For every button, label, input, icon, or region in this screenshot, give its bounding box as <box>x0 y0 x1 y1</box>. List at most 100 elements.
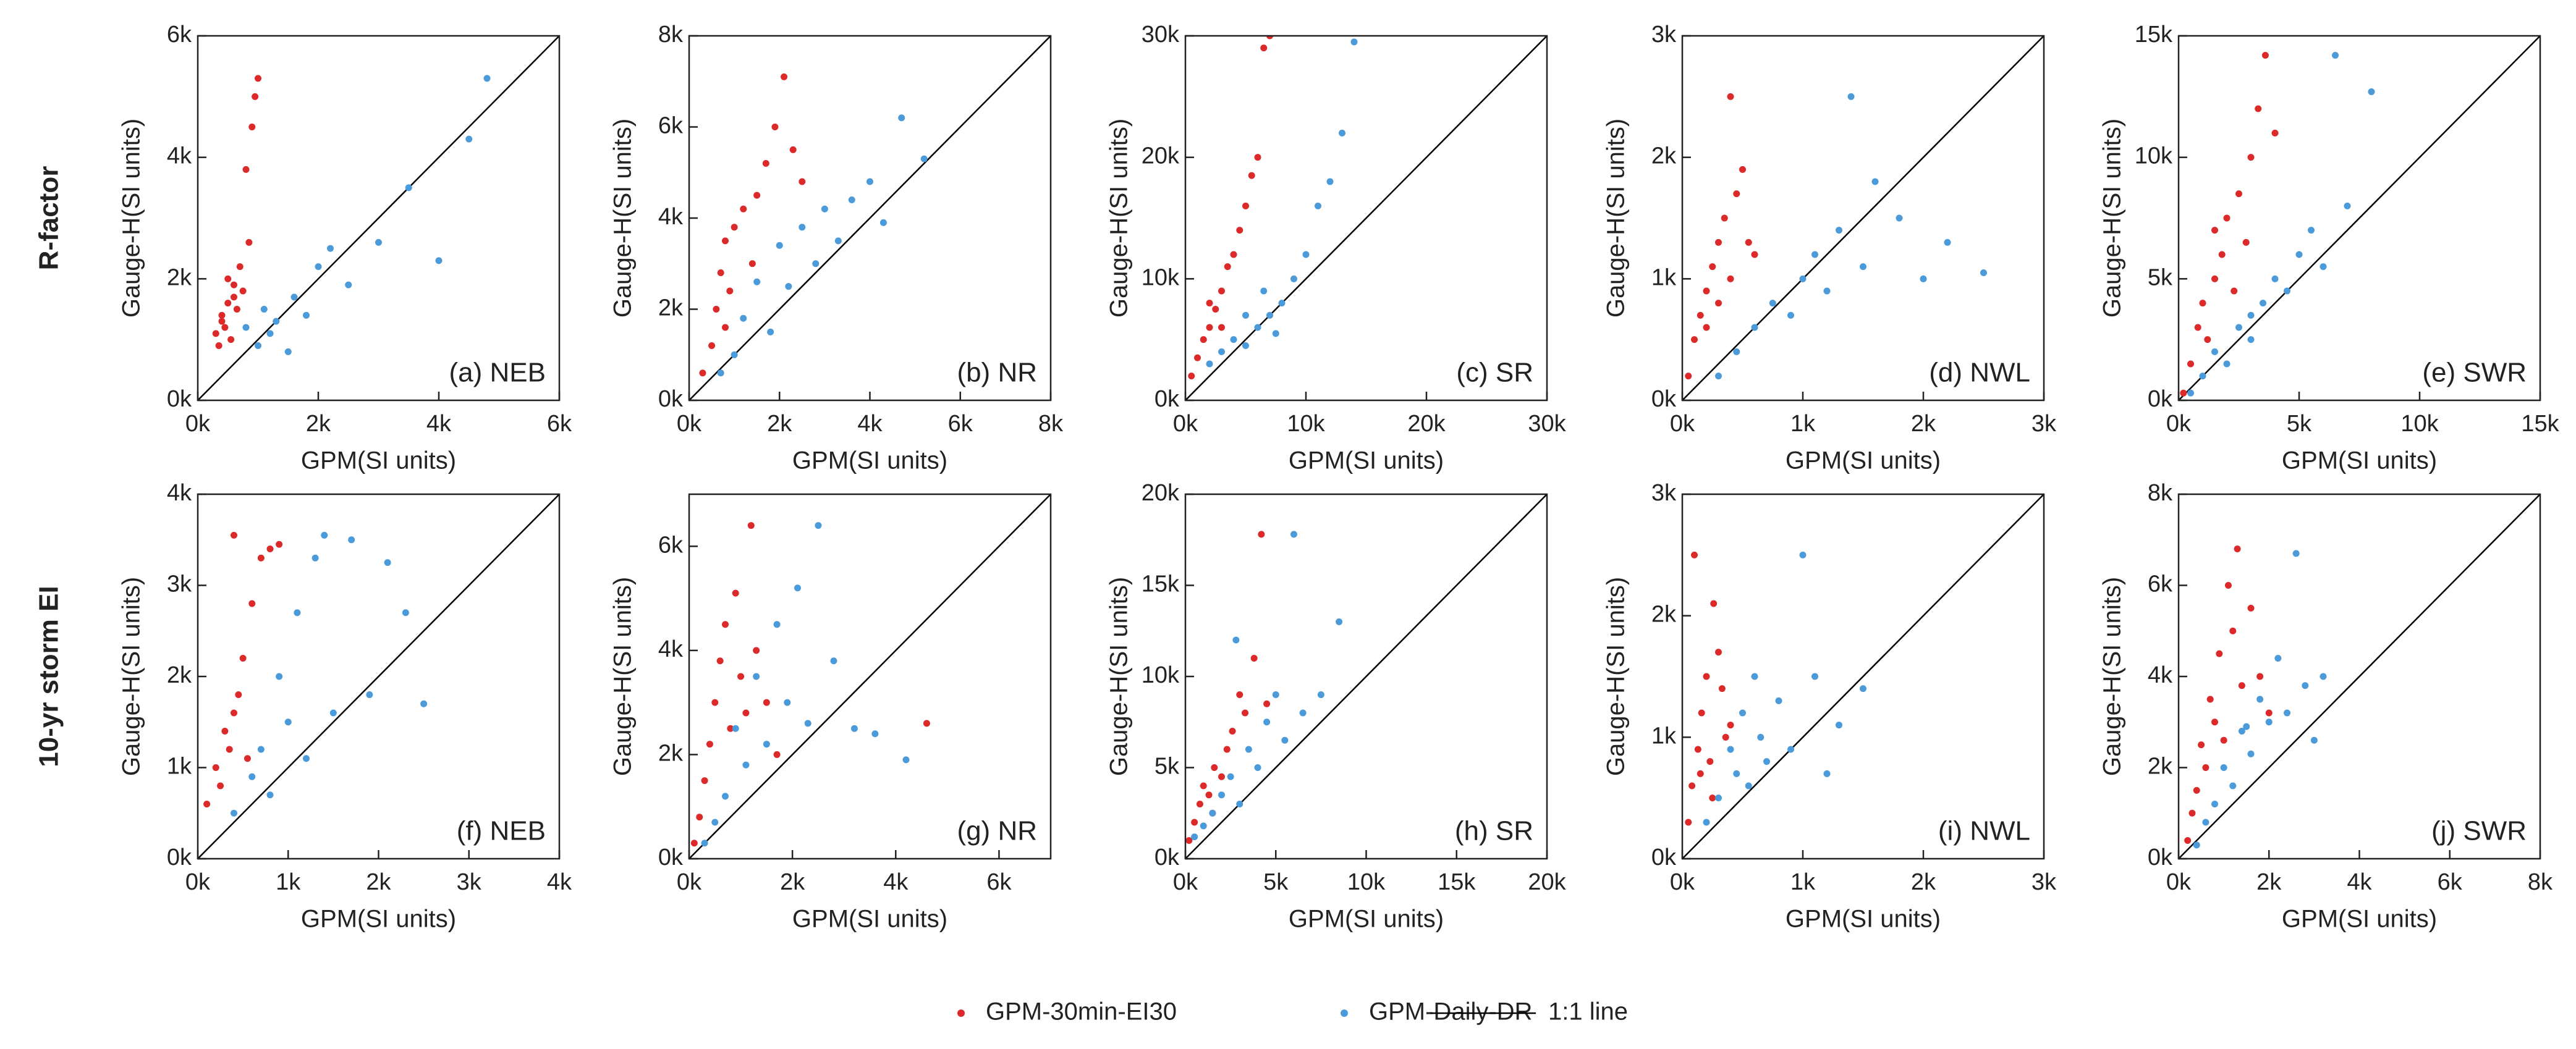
point <box>1799 275 1807 282</box>
point <box>1206 324 1213 331</box>
point <box>1727 746 1734 753</box>
point <box>224 300 232 307</box>
x-tick-label: 0k <box>1173 411 1198 437</box>
plot-area <box>689 494 1051 859</box>
identity-line <box>1682 494 2044 859</box>
point <box>348 536 355 544</box>
point <box>1691 551 1698 558</box>
y-tick-label: 4k <box>658 636 684 662</box>
x-tick-label: 0k <box>2166 869 2192 895</box>
y-tick-label: 6k <box>2148 571 2173 597</box>
point <box>1206 360 1213 368</box>
point <box>217 782 224 790</box>
y-tick-label: 5k <box>2148 264 2173 290</box>
x-tick-label: 10k <box>1347 869 1386 895</box>
point <box>1218 287 1225 295</box>
point <box>2211 718 2218 726</box>
point <box>218 318 226 325</box>
x-tick-label: 1k <box>1790 869 1816 895</box>
identity-line <box>2179 36 2540 400</box>
point <box>2247 750 2255 757</box>
point <box>1847 93 1855 100</box>
axes-frame <box>1184 35 1548 402</box>
point <box>420 700 428 707</box>
point <box>727 725 734 732</box>
x-tick-label: 4k <box>426 411 452 437</box>
y-tick-label: 1k <box>1651 723 1677 749</box>
point <box>345 281 352 289</box>
point <box>215 342 222 349</box>
point <box>1715 300 1722 307</box>
x-tick-label: 20k <box>1528 869 1566 895</box>
row-label: R-factor <box>34 166 64 271</box>
point <box>1350 38 1358 46</box>
point <box>2235 324 2242 331</box>
point <box>2204 336 2211 343</box>
point <box>1739 166 1746 173</box>
x-tick-label: 2k <box>306 411 331 437</box>
y-tick-label: 3k <box>167 571 192 597</box>
point <box>2187 389 2194 397</box>
point <box>1733 348 1740 355</box>
point <box>1336 618 1343 625</box>
y-tick-label: 3k <box>1651 22 1677 48</box>
point <box>303 311 310 319</box>
point <box>311 554 319 562</box>
point <box>1254 324 1261 331</box>
point <box>245 238 253 246</box>
point <box>784 699 791 706</box>
point <box>1242 202 1249 209</box>
axes-frame <box>2177 35 2541 402</box>
point <box>740 205 747 213</box>
point <box>2320 673 2327 680</box>
point <box>1698 709 1705 717</box>
x-tick-label: 8k <box>2528 869 2553 895</box>
point <box>879 219 887 226</box>
point <box>266 546 274 552</box>
point <box>699 369 706 377</box>
y-tick-label: 0k <box>1155 845 1180 870</box>
point <box>1260 287 1268 295</box>
point <box>690 840 698 847</box>
y-tick-label: 20k <box>1142 143 1180 169</box>
point <box>1811 673 1818 680</box>
point <box>2234 546 2241 552</box>
x-axis-label: GPM(SI units) <box>1786 906 1941 933</box>
point <box>773 751 781 758</box>
point <box>1272 691 1279 698</box>
x-axis-label: GPM(SI units) <box>1289 447 1444 474</box>
point <box>789 146 797 153</box>
point <box>273 318 280 325</box>
point <box>1706 758 1714 765</box>
point <box>276 541 283 548</box>
point <box>315 263 322 271</box>
panel-label: (b) NR <box>957 358 1037 388</box>
point <box>1212 306 1219 313</box>
point <box>248 124 256 130</box>
point <box>1254 764 1261 771</box>
point <box>866 178 873 185</box>
point <box>2220 736 2227 744</box>
x-tick-label: 6k <box>2438 869 2463 895</box>
y-tick-label: 4k <box>2148 662 2173 688</box>
point <box>920 155 928 162</box>
x-tick-label: 0k <box>677 869 702 895</box>
point <box>1718 685 1726 693</box>
y-tick-label: 0k <box>2148 386 2173 412</box>
identity-line <box>689 36 1051 400</box>
point <box>2368 88 2375 95</box>
point <box>294 609 301 617</box>
identity-line <box>198 36 559 400</box>
plot-area <box>2179 494 2540 859</box>
point <box>221 728 229 735</box>
x-tick-label: 0k <box>185 869 211 895</box>
point <box>1745 782 1752 790</box>
point <box>255 75 261 82</box>
point <box>1317 691 1324 698</box>
point <box>717 269 724 276</box>
point <box>2211 227 2218 234</box>
point <box>276 673 283 680</box>
y-tick-label: 0k <box>167 386 192 412</box>
point <box>1218 791 1225 799</box>
point <box>2302 682 2309 689</box>
